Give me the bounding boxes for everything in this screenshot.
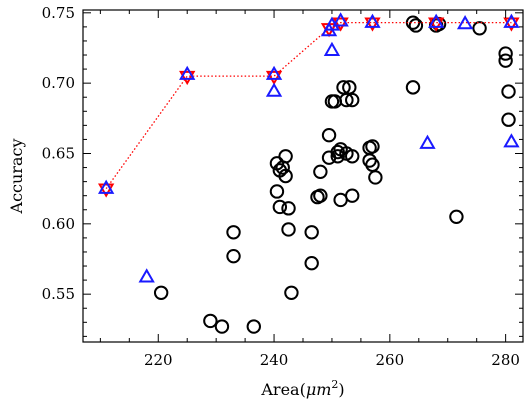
data-point-triangle-down (364, 17, 381, 32)
data-point-circle (365, 139, 380, 154)
data-point-triangle-up (364, 13, 381, 28)
data-point-circle (304, 225, 319, 240)
frontier-line (105, 22, 512, 190)
y-tick-label: 0.75 (42, 4, 75, 22)
data-point-circle (362, 153, 377, 168)
data-point-triangle-up (97, 179, 115, 194)
x-tick-label: 220 (144, 351, 173, 369)
data-point-triangle-down (503, 17, 520, 32)
series-circle (153, 15, 516, 334)
data-point-circle (339, 92, 354, 108)
data-point-triangle-down (179, 70, 196, 86)
y-tick-label: 0.60 (42, 215, 75, 233)
series-triangle-up (97, 12, 520, 283)
data-point-circle (272, 199, 288, 215)
data-point-circle (408, 18, 424, 33)
series-triangle-down (97, 17, 520, 198)
data-point-triangle-up (138, 268, 155, 283)
data-point-circle (498, 53, 513, 68)
data-point-circle (405, 15, 421, 30)
data-point-triangle-up (503, 13, 520, 28)
y-tick-label: 0.55 (42, 285, 75, 303)
plot-frame (82, 9, 524, 343)
data-point-triangle-up (323, 41, 341, 56)
data-point-circle (345, 188, 360, 203)
y-tick-label: 0.65 (42, 144, 75, 162)
data-point-triangle-up (427, 13, 445, 28)
data-point-circle (501, 84, 516, 99)
data-point-triangle-up (179, 65, 196, 80)
data-point-circle (330, 144, 345, 160)
data-point-circle (281, 222, 296, 237)
x-axis-label-prefix: Area( (260, 380, 305, 399)
data-point-circle (153, 285, 169, 300)
data-point-triangle-up (265, 65, 283, 80)
data-point-circle (498, 46, 513, 61)
x-axis-label-exponent: 2 (331, 378, 338, 391)
x-axis-label-unit: μm (306, 380, 332, 399)
x-axis-label: Area(μm2) (260, 378, 344, 399)
x-tick-label: 240 (260, 351, 289, 369)
chart-marks (97, 12, 520, 334)
data-point-circle (278, 168, 293, 184)
axis-ticks: 220 240 260 280 0.55 0.60 0.65 0.70 0.75 (42, 4, 523, 369)
data-point-circle (304, 256, 319, 271)
data-point-circle (281, 201, 296, 216)
x-axis-label-suffix: ) (338, 380, 344, 399)
data-point-triangle-down (265, 70, 283, 86)
data-point-circle (284, 285, 299, 300)
x-tick-label: 280 (491, 351, 520, 369)
data-point-circle (226, 225, 241, 240)
data-point-circle (269, 184, 285, 199)
data-point-circle (214, 319, 230, 334)
data-point-circle (226, 248, 241, 264)
data-point-circle (365, 157, 380, 172)
data-point-circle (405, 80, 421, 95)
data-point-triangle-down (427, 17, 445, 32)
data-point-circle (333, 192, 348, 208)
data-point-circle (313, 164, 328, 179)
data-point-circle (278, 149, 293, 164)
data-point-circle (501, 112, 516, 127)
data-point-triangle-up (419, 134, 436, 149)
data-point-triangle-up (265, 82, 283, 97)
data-point-circle (203, 313, 218, 329)
data-point-triangle-up (503, 133, 520, 148)
data-point-circle (449, 209, 464, 224)
data-point-triangle-up (456, 15, 474, 30)
data-point-circle (321, 128, 337, 143)
x-tick-label: 260 (376, 351, 405, 369)
data-point-circle (368, 170, 383, 185)
data-point-circle (313, 188, 328, 203)
y-tick-label: 0.70 (42, 74, 75, 92)
data-point-triangle-down (332, 17, 349, 32)
data-point-circle (472, 21, 487, 36)
data-point-circle (345, 92, 360, 108)
data-point-circle (246, 319, 261, 334)
data-point-triangle-down (97, 183, 115, 198)
y-axis-label: Accuracy (7, 139, 26, 215)
data-point-circle (330, 149, 345, 164)
data-point-triangle-up (332, 12, 349, 27)
data-point-circle (345, 149, 360, 164)
